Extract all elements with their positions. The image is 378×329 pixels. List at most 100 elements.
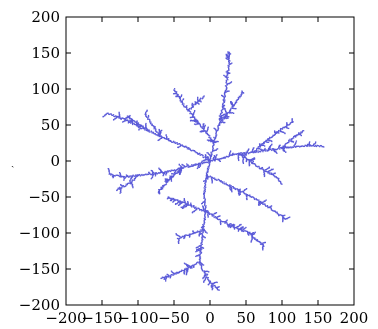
data-point	[181, 235, 184, 237]
data-point	[128, 176, 130, 178]
data-point	[264, 204, 266, 206]
data-point	[242, 156, 244, 159]
data-point	[130, 178, 132, 180]
data-point	[198, 245, 200, 247]
data-point	[168, 197, 171, 199]
data-point	[275, 177, 278, 179]
data-point	[286, 124, 288, 126]
data-point	[179, 167, 182, 170]
data-point	[204, 273, 207, 275]
data-point	[179, 165, 182, 167]
data-point	[226, 87, 228, 90]
data-point	[225, 76, 228, 78]
data-point	[199, 251, 201, 253]
data-point	[178, 96, 181, 99]
data-point	[210, 138, 213, 141]
data-point	[230, 81, 233, 83]
data-point	[108, 113, 111, 116]
data-point	[200, 249, 202, 251]
data-point	[274, 211, 277, 213]
data-point	[230, 107, 232, 109]
data-point	[206, 276, 208, 279]
data-point	[228, 59, 230, 61]
data-point	[292, 140, 294, 143]
data-point	[197, 122, 199, 124]
data-point	[203, 221, 205, 223]
data-point	[162, 136, 164, 139]
data-point	[223, 106, 225, 108]
data-point	[165, 174, 167, 176]
data-point	[199, 165, 201, 167]
data-point	[204, 212, 206, 214]
data-point	[223, 156, 226, 158]
data-point	[200, 209, 203, 211]
data-point	[254, 163, 256, 165]
data-point	[193, 204, 195, 207]
data-point	[115, 115, 117, 117]
data-point	[187, 164, 189, 166]
data-point	[198, 234, 200, 236]
data-point	[202, 161, 204, 164]
data-point	[267, 138, 269, 140]
data-point	[272, 168, 274, 170]
data-point	[210, 139, 212, 142]
data-point	[212, 149, 214, 151]
data-point	[202, 276, 204, 279]
data-point	[205, 186, 207, 188]
data-point	[203, 275, 206, 278]
data-point	[197, 254, 200, 256]
data-point	[197, 248, 200, 250]
data-point	[222, 102, 224, 104]
data-point	[223, 157, 226, 159]
data-point	[187, 200, 189, 203]
data-point	[135, 122, 138, 124]
data-point	[234, 188, 237, 191]
data-point	[176, 95, 179, 97]
data-point	[177, 272, 179, 274]
data-point	[144, 115, 147, 117]
data-point	[249, 233, 251, 235]
data-point	[202, 246, 204, 249]
data-point	[170, 199, 173, 201]
data-point	[225, 57, 227, 59]
data-point	[259, 203, 261, 206]
data-point	[177, 170, 179, 172]
data-point	[206, 161, 208, 164]
data-point	[168, 139, 170, 142]
data-point	[210, 284, 213, 287]
data-point	[187, 264, 189, 266]
data-point	[162, 185, 164, 187]
data-point	[203, 129, 205, 131]
data-point	[215, 287, 218, 289]
data-point	[177, 146, 179, 148]
data-point	[220, 181, 223, 183]
data-point	[127, 182, 129, 185]
data-point	[151, 172, 154, 174]
data-point	[250, 162, 253, 164]
data-point	[142, 125, 144, 127]
data-point	[148, 129, 150, 131]
data-point	[260, 241, 262, 244]
data-point	[204, 199, 206, 201]
data-point	[243, 230, 246, 232]
data-point	[204, 206, 207, 208]
data-point	[278, 132, 280, 134]
data-point	[315, 141, 317, 143]
data-point	[197, 255, 199, 257]
data-point	[192, 119, 194, 122]
data-point	[196, 152, 198, 154]
data-point	[202, 201, 204, 203]
data-point	[257, 240, 259, 243]
data-point	[215, 136, 217, 138]
data-point	[163, 184, 166, 186]
data-point	[251, 162, 253, 165]
data-point	[161, 136, 163, 138]
data-point	[206, 178, 208, 180]
data-point	[189, 148, 191, 150]
data-point	[315, 145, 318, 148]
data-point	[217, 129, 219, 132]
data-point	[255, 239, 258, 242]
data-point	[282, 149, 284, 152]
data-point	[193, 205, 195, 208]
data-point	[141, 173, 143, 176]
